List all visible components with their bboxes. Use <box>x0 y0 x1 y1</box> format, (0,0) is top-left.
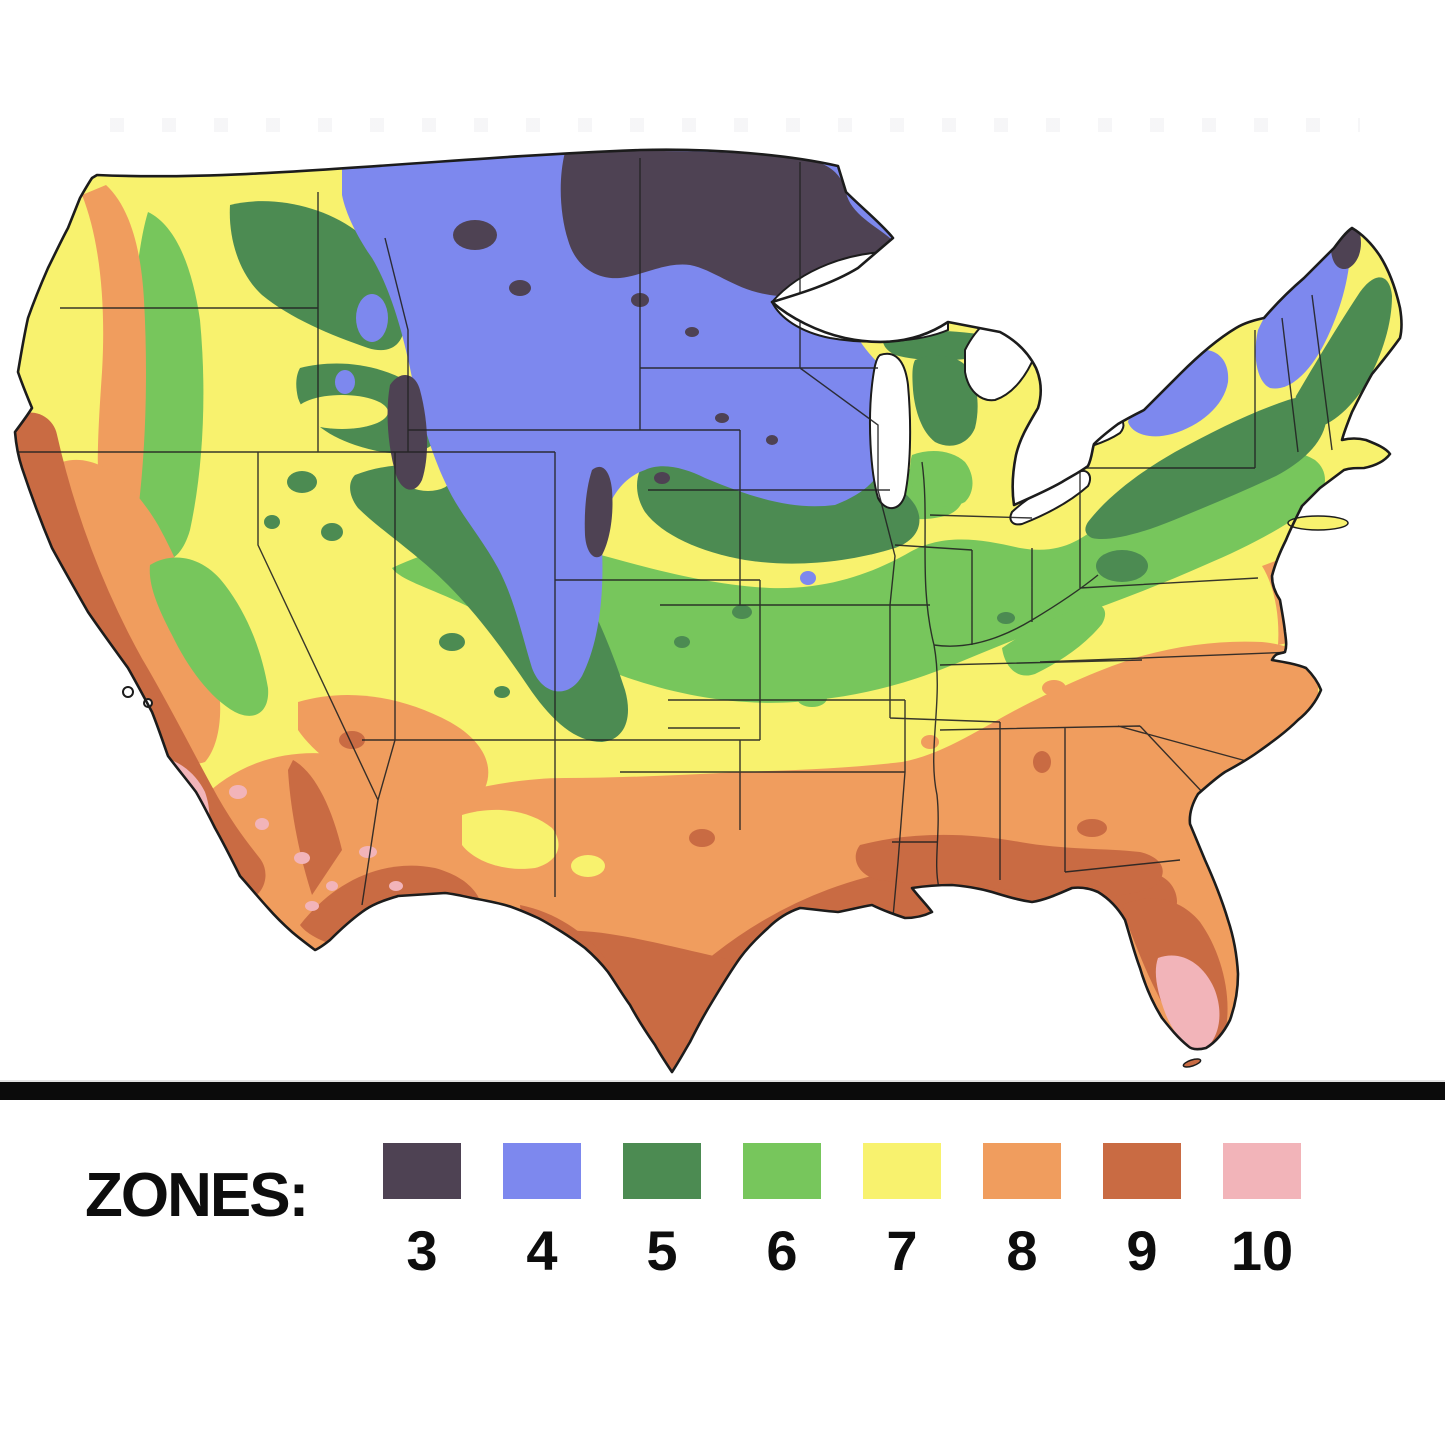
zone-5-dot <box>674 636 690 648</box>
lake-michigan <box>869 352 912 510</box>
zone-10-dot <box>294 852 310 864</box>
zone-4-adirondacks <box>1128 349 1229 437</box>
zone-3-dot <box>685 327 699 337</box>
zone-5-dot <box>997 612 1015 624</box>
zone-8-dot <box>1042 680 1066 696</box>
zone-3-dot <box>654 472 670 484</box>
long-island <box>1287 515 1349 531</box>
zone-7-west-texas <box>571 855 605 877</box>
legend-swatch-zone-8 <box>983 1143 1061 1199</box>
us-hardiness-zone-map <box>13 148 1403 1074</box>
legend-swatch-zone-4 <box>503 1143 581 1199</box>
zone-6-northwest-strip <box>127 212 204 561</box>
zone-10-dot <box>255 818 269 830</box>
zone-6-central-band <box>392 448 1326 703</box>
zone-7-snake-river <box>296 395 388 429</box>
faded-title-artifact <box>110 118 1360 132</box>
us-outline <box>13 148 1403 1074</box>
legend-number-zone-5: 5 <box>646 1219 678 1282</box>
channel-island <box>122 686 134 698</box>
zone-5-dot <box>287 471 317 493</box>
zone-legend: ZONES: 3 4 5 6 7 8 9 10 <box>0 1080 1445 1445</box>
zone-8-california-valley <box>62 459 221 764</box>
legend-number-zone-8: 8 <box>1006 1219 1038 1282</box>
legend-swatch-zone-10 <box>1223 1143 1301 1199</box>
zone-8-pacific-coast-strip <box>82 185 146 512</box>
legend-number-zone-7: 7 <box>886 1219 918 1282</box>
zone-10-dot <box>229 785 247 799</box>
zone-9-dot <box>1077 819 1107 837</box>
divider-bar <box>0 1080 1445 1100</box>
zone-10-dot <box>305 901 319 911</box>
zone-9-dot <box>1033 751 1051 773</box>
zone-6-appalachia <box>1002 604 1106 676</box>
legend-number-zone-3: 3 <box>406 1219 438 1282</box>
zone-9-dot <box>445 879 467 893</box>
zone-3-dot <box>766 435 778 445</box>
zone-8-nevada-arizona <box>298 694 489 805</box>
legend-swatch-zone-6 <box>743 1143 821 1199</box>
zone-3-dot <box>715 413 729 423</box>
zone-3-wyoming-streak <box>584 466 613 558</box>
zone-10-dot <box>359 846 377 858</box>
legend-swatch-zone-7 <box>863 1143 941 1199</box>
zone-5-dot <box>732 605 752 619</box>
zone-10-dot <box>389 881 403 891</box>
zone-3-north-main <box>560 150 894 297</box>
zone-9-colorado-river <box>288 760 342 895</box>
legend-number-zone-9: 9 <box>1126 1219 1158 1282</box>
zone-3-dot <box>509 280 531 296</box>
zone-5-dot <box>439 633 465 651</box>
zone-6-michigan-south <box>910 450 973 507</box>
zone-6-dot <box>797 689 827 707</box>
zone-4-dot <box>800 571 816 585</box>
legend-number-zone-10: 10 <box>1230 1219 1294 1282</box>
zone-4-dot <box>335 370 355 394</box>
zone-9-gulf-inland <box>855 834 1163 897</box>
zone-5-michigan-north <box>912 355 978 446</box>
zone-5-dot <box>321 523 343 541</box>
zone-8-dot <box>921 735 939 749</box>
legend-number-zone-6: 6 <box>766 1219 798 1282</box>
zone-7-new-mexico <box>462 809 559 869</box>
zone-6-sierra <box>149 557 269 716</box>
zone-5-pennsylvania <box>1096 550 1148 582</box>
zone-5-dot <box>494 686 510 698</box>
zone-fill-layers <box>15 149 1402 1072</box>
state-borders <box>15 158 1333 929</box>
zone-10-dot <box>326 881 338 891</box>
legend-swatch-zone-5 <box>623 1143 701 1199</box>
legend-number-zone-4: 4 <box>526 1219 558 1282</box>
zone-5-dot <box>264 515 280 529</box>
zone-4-north-newengland <box>1255 241 1350 389</box>
zone-5-maine <box>1293 277 1392 430</box>
legend-swatch-zone-3 <box>383 1143 461 1199</box>
zone-10-south-florida <box>1155 955 1220 1051</box>
zone-4-dot <box>356 294 388 342</box>
zone-9-dot <box>689 829 715 847</box>
legend-swatch-zone-9 <box>1103 1143 1181 1199</box>
zone-9-dot <box>339 731 365 749</box>
zone-3-dot <box>453 220 497 250</box>
legend-title: ZONES: <box>85 1161 309 1230</box>
florida-keys <box>1182 1058 1202 1068</box>
